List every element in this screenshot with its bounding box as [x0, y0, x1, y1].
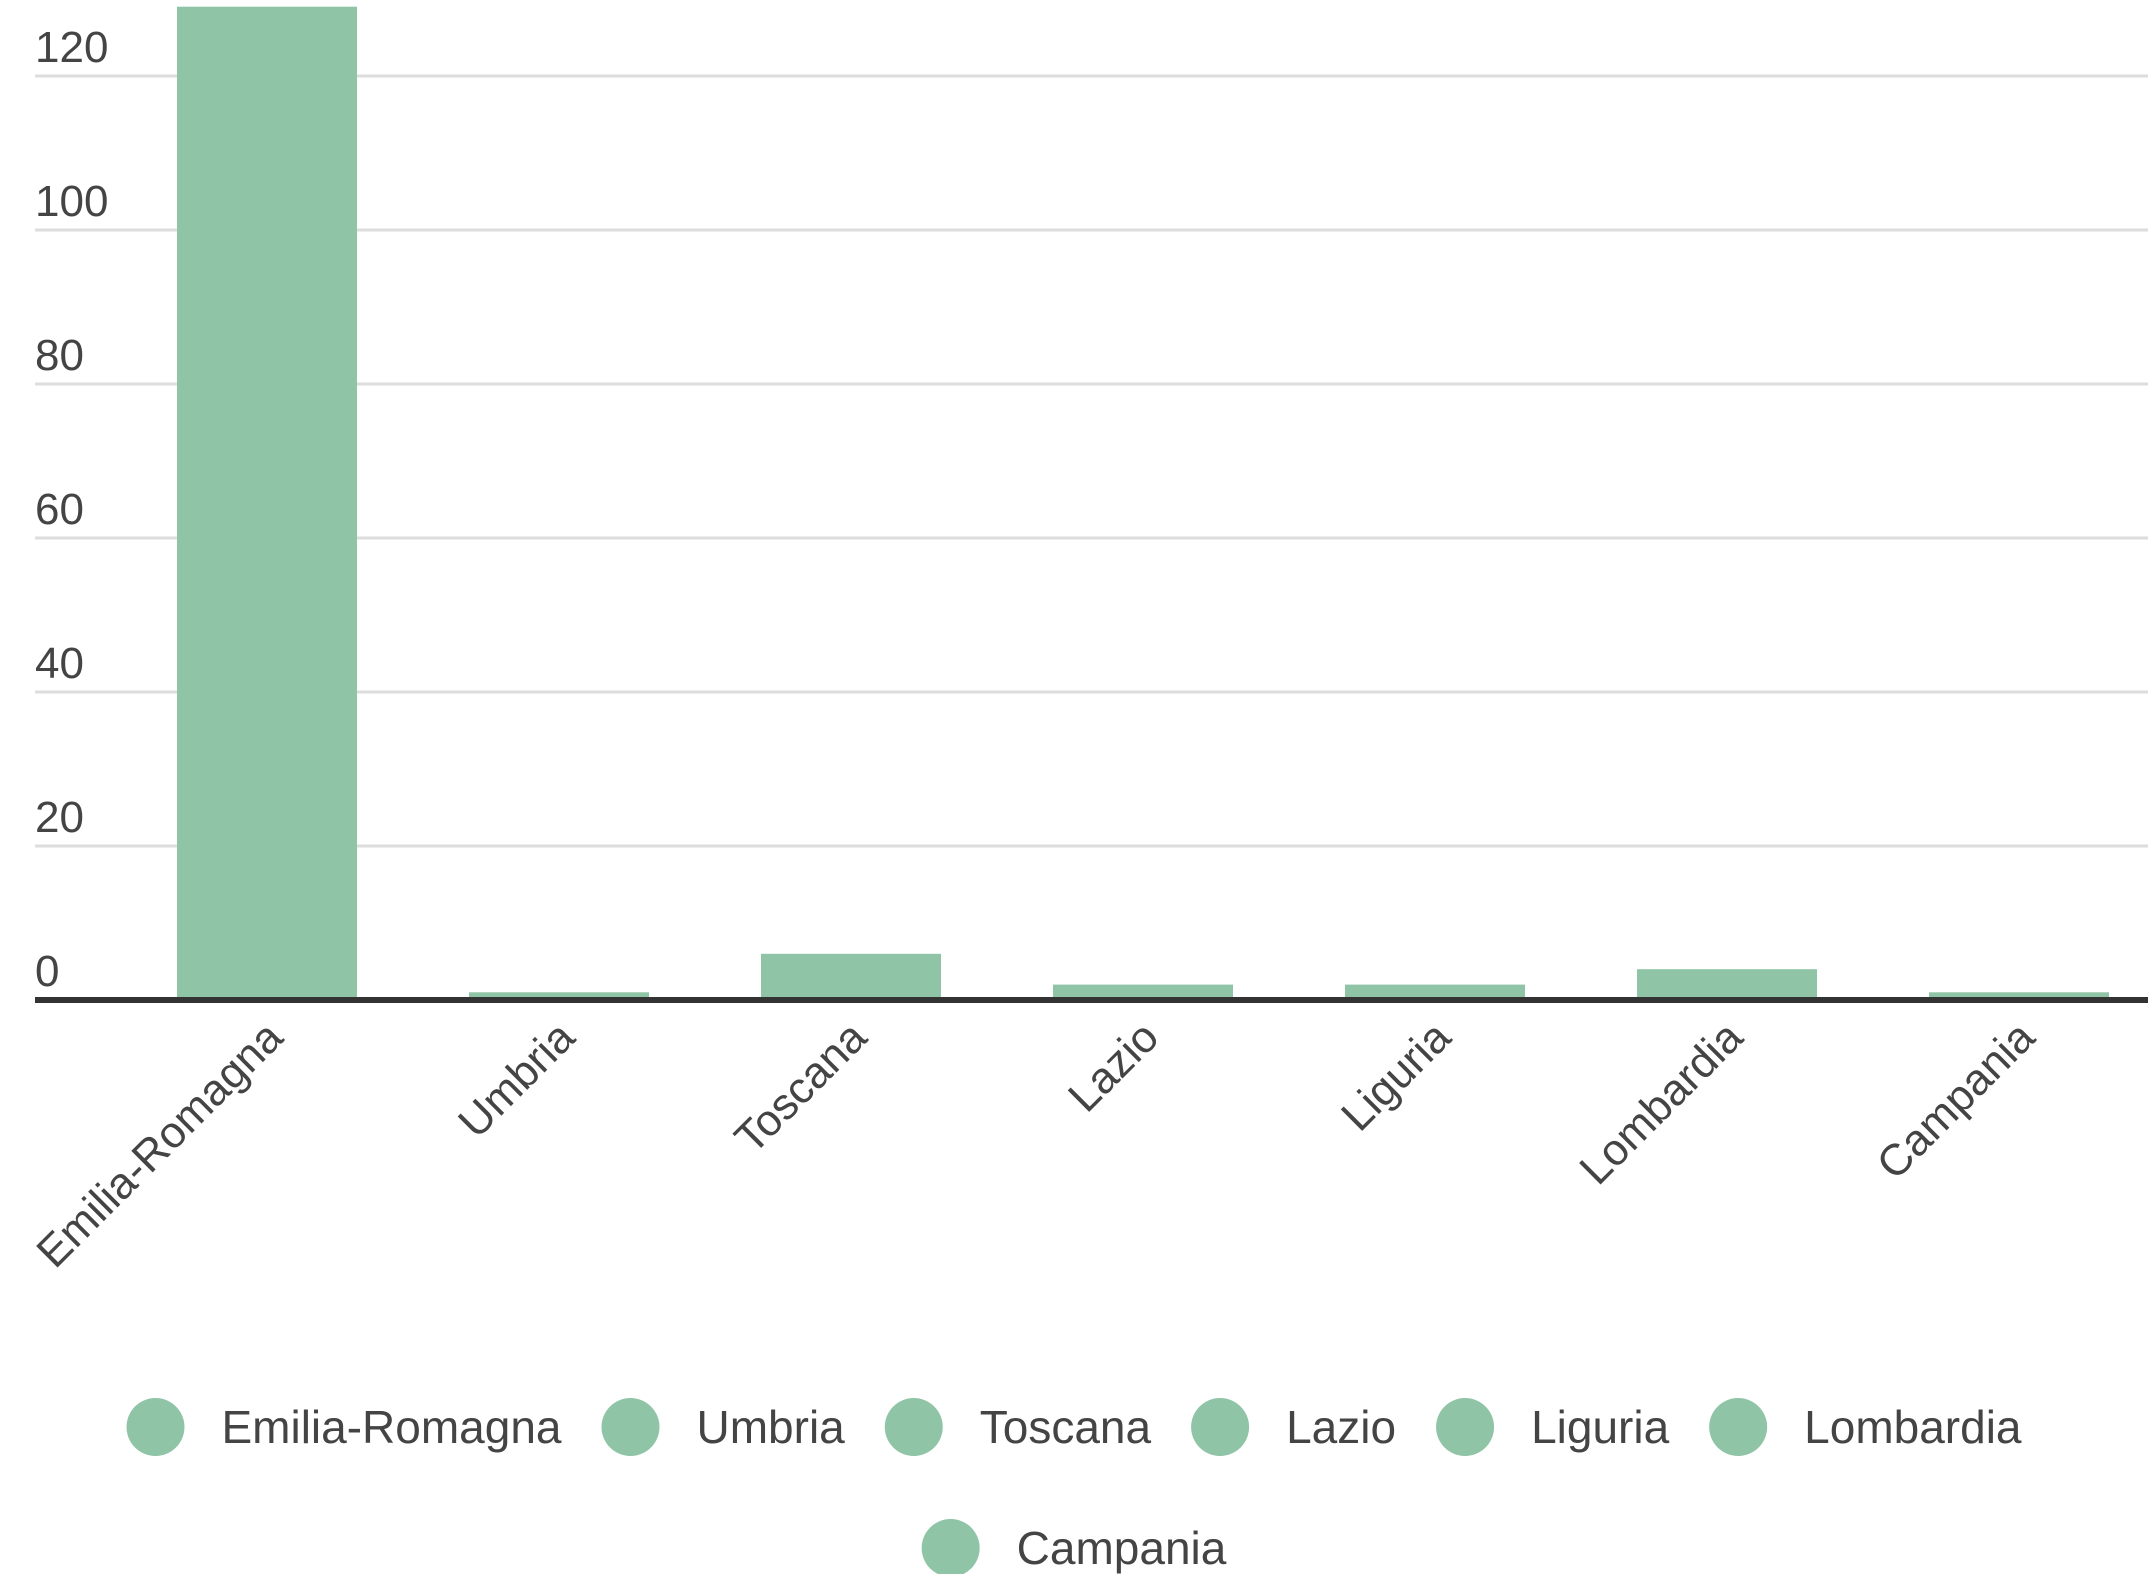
legend-label: Umbria: [697, 1401, 846, 1453]
legend-label: Toscana: [980, 1401, 1152, 1453]
legend: Emilia-Romagna Umbria Toscana Lazio Liguria L…: [126, 1398, 2022, 1574]
legend-marker: [884, 1398, 943, 1456]
bars: [177, 6, 2109, 1000]
bar: [177, 6, 357, 1000]
x-tick-label: Toscana: [726, 1012, 877, 1163]
legend-item: Campania: [921, 1519, 1227, 1574]
legend-marker: [921, 1519, 980, 1574]
grid-lines: [35, 74, 2148, 848]
legend-item: Lazio: [1191, 1398, 1396, 1456]
bar: [1345, 984, 1525, 1000]
x-tick-label: Liguria: [1332, 1012, 1460, 1140]
x-tick-label: Lombardia: [1570, 1012, 1752, 1194]
legend-item: Umbria: [601, 1398, 846, 1456]
legend-label: Lombardia: [1804, 1401, 2022, 1453]
legend-marker: [126, 1398, 185, 1456]
x-tick-label: Lazio: [1059, 1012, 1168, 1121]
bar: [761, 953, 941, 1000]
y-tick-label: 20: [35, 793, 84, 842]
bar: [1637, 969, 1817, 1000]
y-axis-tick-labels: 0 20 40 60 80 100 120: [35, 23, 108, 996]
y-tick-label: 0: [35, 947, 59, 996]
legend-item: Lombardia: [1709, 1398, 2022, 1456]
bar: [1929, 992, 2109, 1000]
legend-label: Emilia-Romagna: [221, 1401, 561, 1453]
x-tick-label: Campania: [1868, 1012, 2045, 1189]
legend-label: Lazio: [1286, 1401, 1396, 1453]
legend-item: Liguria: [1436, 1398, 1670, 1456]
legend-marker: [1709, 1398, 1768, 1456]
bar: [469, 992, 649, 1000]
legend-marker: [1436, 1398, 1495, 1456]
legend-marker: [601, 1398, 660, 1456]
y-tick-label: 80: [35, 331, 84, 380]
y-tick-label: 100: [35, 177, 108, 226]
legend-item: Emilia-Romagna: [126, 1398, 562, 1456]
x-axis-category-labels: Emilia-Romagna Umbria Toscana Lazio Liguria L…: [27, 1012, 2044, 1277]
bar: [1053, 984, 1233, 1000]
legend-marker: [1191, 1398, 1250, 1456]
y-tick-label: 120: [35, 23, 108, 72]
y-tick-label: 40: [35, 639, 84, 688]
x-tick-label: Umbria: [449, 1012, 584, 1147]
y-tick-label: 60: [35, 485, 84, 534]
x-tick-label: Emilia-Romagna: [27, 1012, 292, 1277]
legend-label: Campania: [1017, 1522, 1227, 1574]
legend-item: Toscana: [884, 1398, 1152, 1456]
legend-label: Liguria: [1531, 1401, 1670, 1453]
